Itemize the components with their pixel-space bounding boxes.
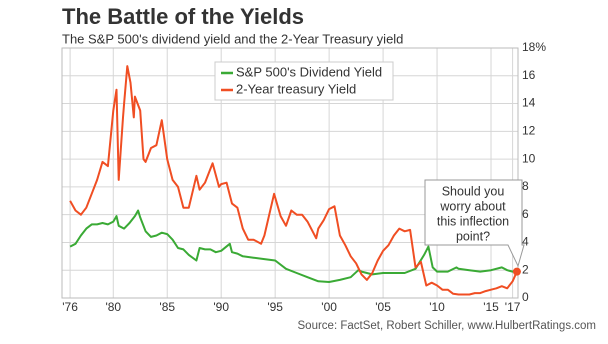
x-tick-label: '10 bbox=[429, 300, 445, 314]
x-tick-label: '05 bbox=[375, 300, 391, 314]
x-tick-label: '95 bbox=[267, 300, 283, 314]
y-tick-label: 0 bbox=[522, 290, 529, 304]
annotation-line: point? bbox=[456, 229, 490, 243]
y-tick-label: 8 bbox=[522, 179, 529, 193]
series-line bbox=[69, 209, 517, 283]
legend-label: S&P 500's Dividend Yield bbox=[236, 64, 382, 79]
x-tick-label: '80 bbox=[105, 300, 121, 314]
plot-frame bbox=[61, 47, 519, 299]
y-tick-label: 4 bbox=[522, 235, 529, 249]
legend: S&P 500's Dividend Yield 2-Year treasury … bbox=[221, 64, 382, 96]
x-tick-label: '17 bbox=[505, 300, 521, 314]
y-tick-label: 12 bbox=[522, 124, 536, 138]
annotation-line: worry about bbox=[439, 199, 506, 213]
chart-subtitle: The S&P 500's dividend yield and the 2-Y… bbox=[62, 31, 403, 46]
callout-box bbox=[424, 179, 525, 268]
annotation-line: Should you bbox=[442, 184, 505, 198]
y-tick-label: 10 bbox=[522, 151, 536, 165]
y-tick-label: 16 bbox=[522, 68, 536, 82]
x-tick-label: '90 bbox=[213, 300, 229, 314]
annotation-line: this inflection bbox=[437, 214, 509, 228]
y-tick-label: 2 bbox=[522, 262, 529, 276]
x-tick-label: '85 bbox=[159, 300, 175, 314]
x-tick-label: '76 bbox=[62, 300, 78, 314]
x-tick-label: '15 bbox=[483, 300, 499, 314]
y-tick-label: 18% bbox=[522, 40, 546, 54]
legend-box bbox=[214, 61, 394, 101]
inflection-dot bbox=[512, 267, 521, 276]
x-tick-label: '00 bbox=[321, 300, 337, 314]
y-tick-label: 14 bbox=[522, 96, 536, 110]
legend-label: 2-Year treasury Yield bbox=[236, 81, 356, 96]
plot-area: 0 2 4 6 8 10 12 14 16 18% '76 '80 '85 '90 '95 '00 '05 '10… bbox=[61, 40, 546, 314]
series-line bbox=[69, 65, 518, 296]
chart-title: The Battle of the Yields bbox=[62, 4, 304, 29]
source-note: Source: FactSet, Robert Schiller, www.Hu… bbox=[298, 320, 596, 332]
y-tick-label: 6 bbox=[522, 207, 529, 221]
